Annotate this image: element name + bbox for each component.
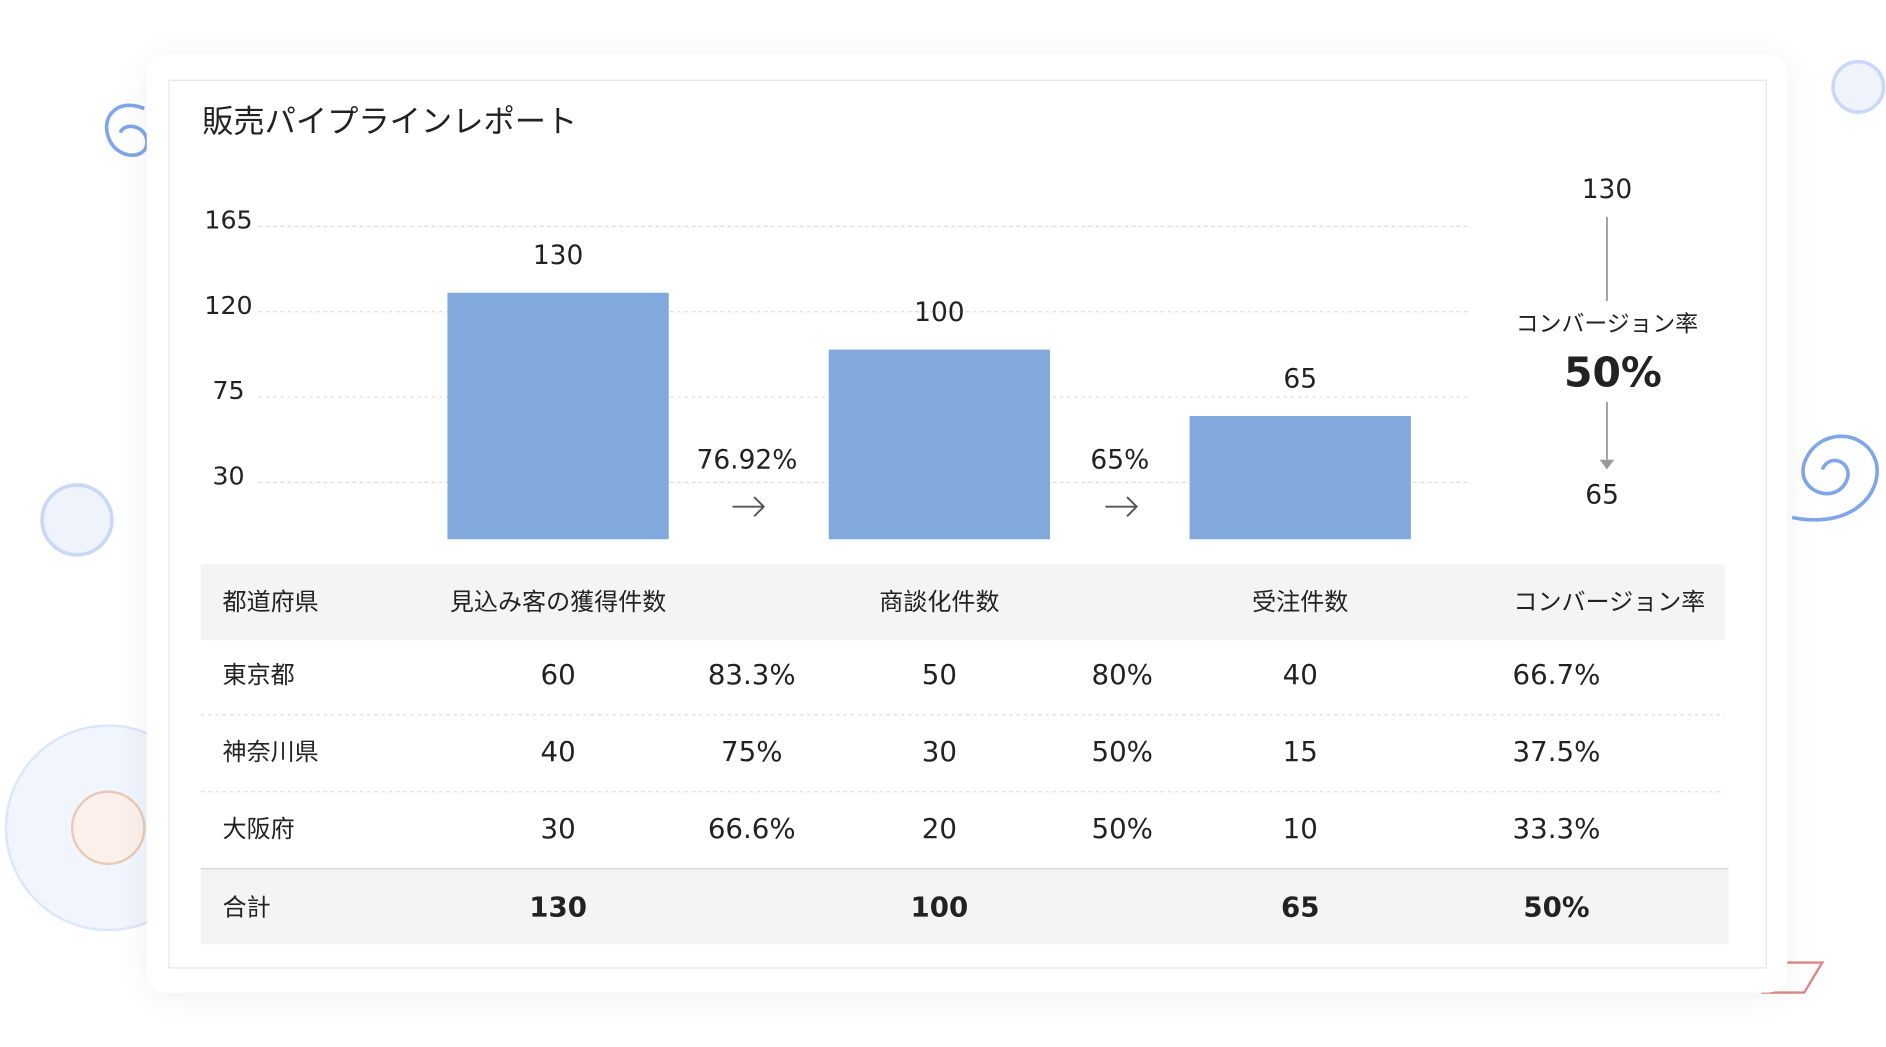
table-cell: 20 [922, 812, 957, 845]
table-cell: 東京都 [223, 661, 295, 689]
data-label: 130 [533, 240, 584, 271]
table-cell: 神奈川県 [223, 738, 319, 766]
table-cell: 40 [541, 735, 576, 768]
chart-title: 販売パイプラインレポート [202, 104, 577, 140]
table-cell: 30 [922, 735, 957, 768]
table-cell: 大阪府 [223, 815, 295, 843]
table-cell: 10 [1283, 812, 1318, 845]
table-header: 都道府県 [223, 588, 319, 616]
bar [1189, 416, 1411, 540]
y-tick-label: 75 [212, 376, 244, 405]
table-cell: 50% [1091, 735, 1152, 768]
table-cell: 50 [922, 658, 957, 691]
table-header-bg [200, 564, 1725, 641]
table-header: 受注件数 [1252, 588, 1348, 616]
table-header: 見込み客の獲得件数 [450, 588, 666, 616]
summary-top: 130 [1582, 174, 1633, 205]
y-tick-label: 165 [204, 206, 252, 235]
table-total: 130 [529, 890, 587, 923]
step-arrow [1105, 496, 1139, 517]
bar [447, 292, 669, 540]
data-label: 100 [914, 297, 965, 328]
table-cell: 50% [1091, 812, 1152, 845]
table-total: 100 [911, 890, 969, 923]
step-rate: 65% [1090, 444, 1149, 475]
step-arrow [732, 496, 766, 517]
table-total: 65 [1281, 890, 1319, 923]
step-rate: 76.92% [697, 444, 798, 475]
summary-arrowhead [1599, 459, 1615, 470]
table-total: 50% [1523, 890, 1589, 923]
table-cell: 30 [541, 812, 576, 845]
table-cell: 37.5% [1513, 735, 1601, 768]
table-total: 合計 [223, 893, 271, 921]
summary-label: コンバージョン率 [1516, 312, 1698, 338]
y-tick-label: 30 [212, 462, 244, 491]
summary-bottom: 65 [1585, 479, 1619, 510]
y-tick-label: 120 [204, 291, 252, 320]
data-label: 65 [1283, 363, 1317, 394]
summary-value: 50% [1564, 349, 1662, 397]
table-cell: 40 [1283, 658, 1318, 691]
table-cell: 83.3% [708, 658, 796, 691]
table-cell: 66.6% [708, 812, 796, 845]
table-header: 商談化件数 [879, 588, 999, 616]
table-cell: 80% [1091, 658, 1152, 691]
table-total-bg [200, 868, 1729, 945]
table-header: コンバージョン率 [1513, 588, 1705, 616]
table-cell: 33.3% [1513, 812, 1601, 845]
table-cell: 15 [1283, 735, 1318, 768]
table-cell: 60 [541, 658, 576, 691]
table-cell: 75% [721, 735, 782, 768]
table-cell: 66.7% [1513, 658, 1601, 691]
bar [828, 349, 1051, 540]
